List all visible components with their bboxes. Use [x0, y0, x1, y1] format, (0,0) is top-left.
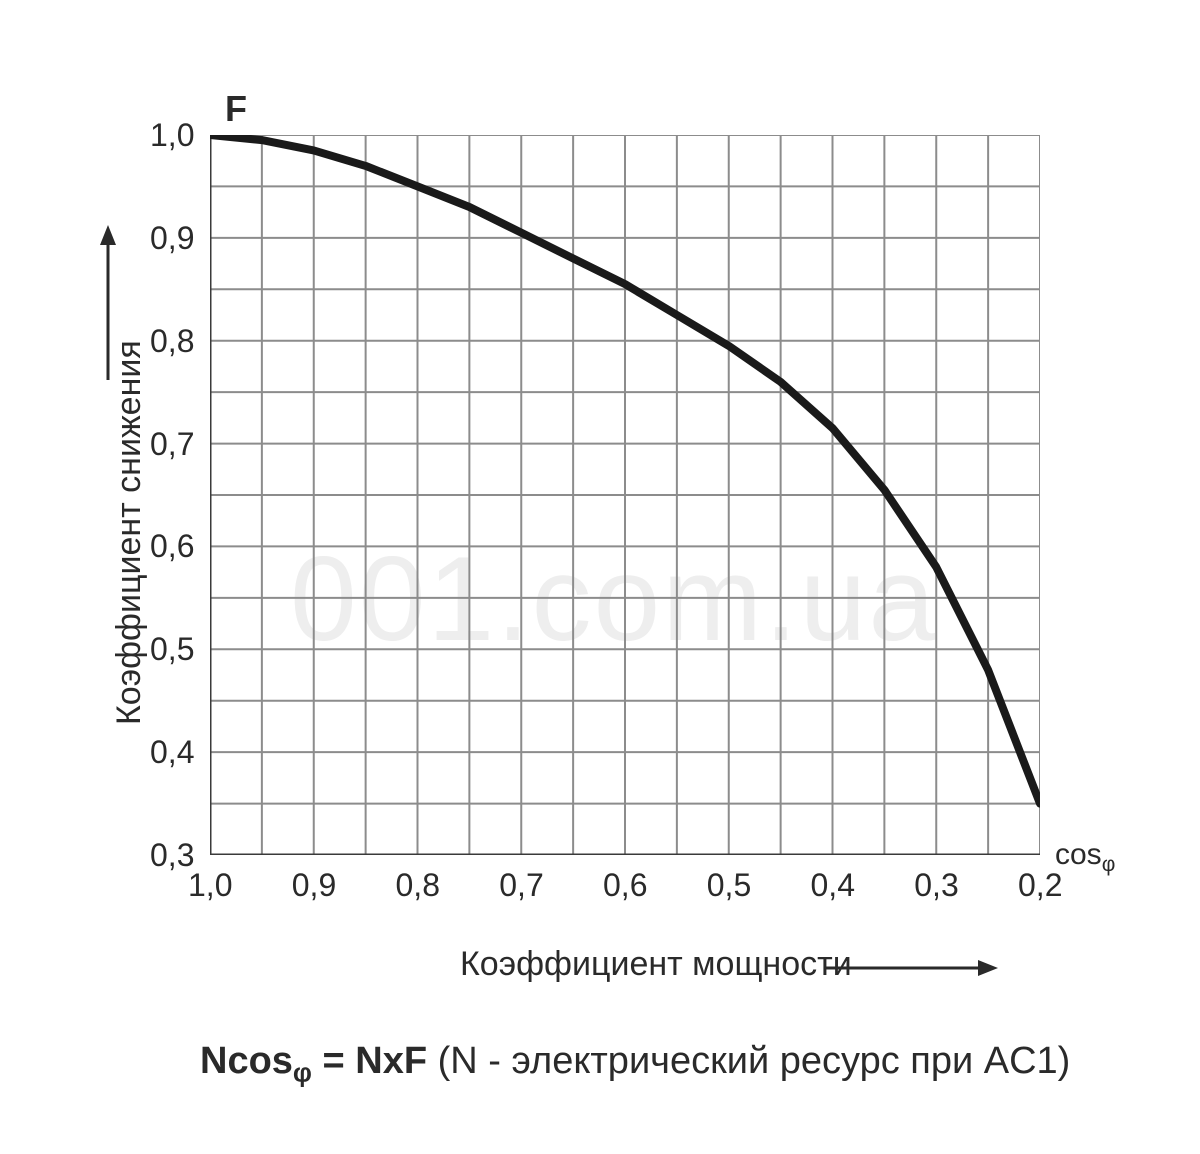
x-tick: 0,5	[707, 867, 751, 904]
page: 001.com.ua F cosφ Коэффициент снижения К…	[0, 0, 1200, 1154]
y-tick: 1,0	[150, 117, 194, 154]
x-axis-title: Коэффициент мощности	[460, 945, 852, 984]
y-axis-title: Коэффициент снижения	[110, 340, 149, 725]
x-tick: 0,7	[499, 867, 543, 904]
chart-grid	[210, 135, 1040, 855]
x-axis-arrow	[820, 950, 1000, 986]
y-tick: 0,7	[150, 426, 194, 463]
chart-plot	[210, 135, 1040, 855]
x-tick: 0,6	[603, 867, 647, 904]
x-tick: 0,8	[396, 867, 440, 904]
x-tick: 0,3	[914, 867, 958, 904]
formula-lhs-sub: φ	[293, 1058, 312, 1088]
y-tick: 0,5	[150, 631, 194, 668]
x-unit-label: cosφ	[1055, 838, 1115, 877]
y-axis-arrow	[88, 225, 128, 385]
y-tick: 0,8	[150, 323, 194, 360]
y-tick: 0,3	[150, 837, 194, 874]
x-tick: 0,2	[1018, 867, 1062, 904]
x-tick: 0,4	[811, 867, 855, 904]
x-tick: 1,0	[188, 867, 232, 904]
chart-svg	[210, 135, 1040, 855]
y-tick: 0,9	[150, 220, 194, 257]
y-top-label: F	[225, 88, 247, 130]
formula-rhs: NxF	[355, 1040, 427, 1082]
y-tick: 0,4	[150, 734, 194, 771]
formula: Ncosφ = NxF (N - электрический ресурс пр…	[200, 1040, 1070, 1089]
x-tick: 0,9	[292, 867, 336, 904]
formula-note: (N - электрический ресурс при AC1)	[427, 1040, 1070, 1082]
formula-lhs: Ncos	[200, 1040, 293, 1082]
formula-eq: =	[312, 1040, 355, 1082]
y-tick: 0,6	[150, 528, 194, 565]
